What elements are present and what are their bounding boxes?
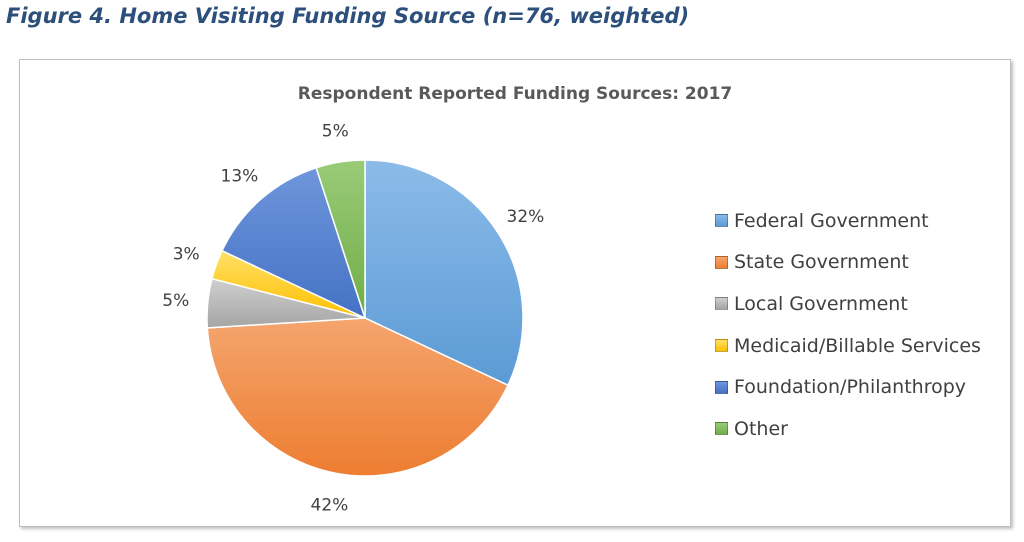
legend-swatch <box>715 214 728 228</box>
legend-item-other: Other <box>715 408 981 450</box>
pie-slice-foundation-philanthropy <box>221 166 367 320</box>
pie-slice-federal-government <box>364 159 524 387</box>
legend-swatch <box>715 422 728 436</box>
legend: Federal Government State Government Local … <box>715 200 981 450</box>
legend-label: Other <box>734 417 788 440</box>
legend-swatch <box>715 297 728 311</box>
data-label-state-government: 42% <box>311 496 349 516</box>
data-label-foundation-philanthropy: 13% <box>221 167 259 187</box>
pie-labels: 32% 42% 5% 3% 13% 5% <box>162 121 544 515</box>
legend-item-state-government: State Government <box>715 242 981 284</box>
legend-swatch <box>715 380 728 394</box>
legend-item-federal-government: Federal Government <box>715 200 981 242</box>
data-label-medicaid-billable-services: 3% <box>173 245 200 265</box>
legend-label: State Government <box>734 251 909 274</box>
figure-caption: Figure 4. Home Visiting Funding Source (… <box>6 4 690 28</box>
legend-label: Local Government <box>734 292 908 315</box>
chart-frame: Respondent Reported Funding Sources: 201… <box>19 59 1011 527</box>
pie-slice-state-government <box>206 317 509 477</box>
pie-slices <box>206 159 524 477</box>
legend-label: Federal Government <box>734 209 929 232</box>
pie-chart: 32% 42% 5% 3% 13% 5% <box>162 121 544 515</box>
legend-label: Foundation/Philanthropy <box>734 376 967 399</box>
data-label-local-government: 5% <box>162 291 189 311</box>
legend-swatch <box>715 255 728 269</box>
chart-title: Respondent Reported Funding Sources: 201… <box>297 84 733 104</box>
legend-label: Medicaid/Billable Services <box>734 334 981 357</box>
legend-swatch <box>715 339 728 353</box>
legend-item-foundation-philanthropy: Foundation/Philanthropy <box>715 366 981 408</box>
data-label-other: 5% <box>322 121 349 141</box>
legend-item-medicaid-billable-services: Medicaid/Billable Services <box>715 325 981 367</box>
legend-item-local-government: Local Government <box>715 283 981 325</box>
data-label-federal-government: 32% <box>507 207 545 227</box>
pie-slice-other <box>315 159 366 319</box>
